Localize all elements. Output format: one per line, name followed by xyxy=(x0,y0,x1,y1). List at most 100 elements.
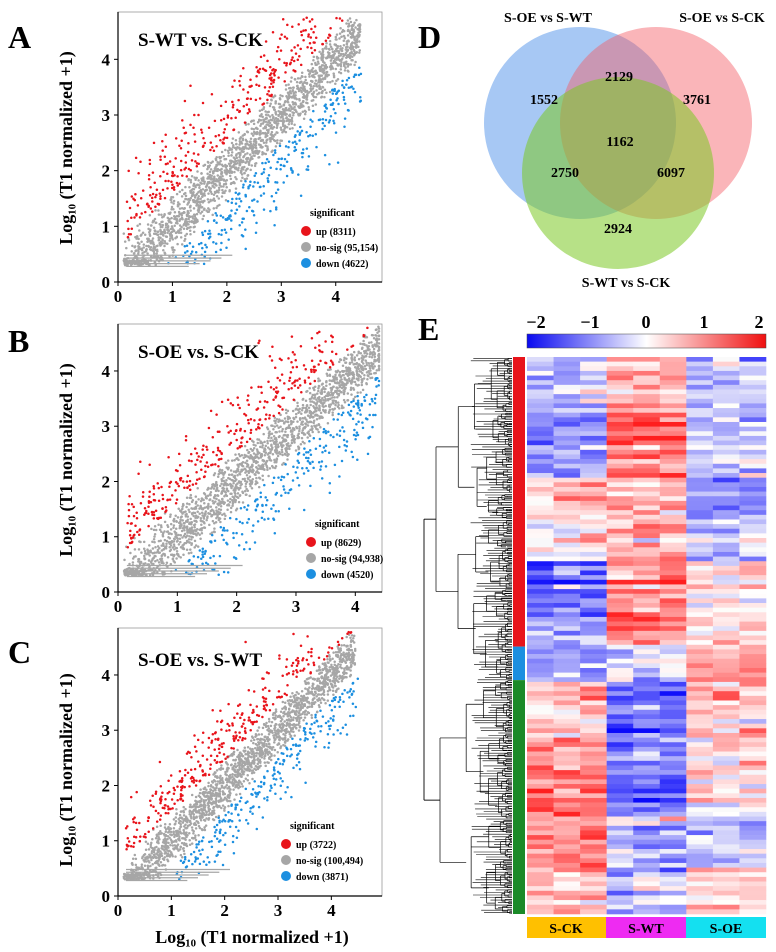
scatter-point xyxy=(264,120,268,123)
scatter-point xyxy=(255,221,258,225)
scatter-point xyxy=(230,141,234,145)
scatter-point xyxy=(267,160,271,163)
scatter-point xyxy=(255,428,258,431)
scatter-point xyxy=(287,83,290,86)
scatter-point xyxy=(265,459,269,463)
scatter-point xyxy=(123,240,127,243)
scatter-point xyxy=(206,494,210,498)
legend-swatch xyxy=(306,553,316,563)
scatter-point xyxy=(354,73,358,76)
scatter-point xyxy=(374,378,377,382)
scatter-point xyxy=(192,221,196,225)
scatter-point xyxy=(312,404,315,408)
scatter-point xyxy=(229,441,233,445)
scatter-point xyxy=(271,453,275,456)
scatter-point xyxy=(328,48,331,51)
scatter-point xyxy=(204,470,207,473)
scatter-point xyxy=(171,238,175,241)
scatter-point xyxy=(315,82,318,86)
scatter-point xyxy=(194,178,197,182)
scatter-point xyxy=(202,526,206,529)
scatter-point xyxy=(225,185,228,189)
scatter-point xyxy=(151,540,154,544)
scatter-point xyxy=(213,119,217,123)
scatter-point xyxy=(214,158,218,162)
scatter-point xyxy=(148,214,152,217)
scatter-point xyxy=(149,185,152,189)
scatter-point xyxy=(149,241,153,245)
scatter-point xyxy=(141,495,145,498)
scatter-point xyxy=(318,87,321,90)
scatter-point xyxy=(324,397,327,401)
scatter-point xyxy=(278,144,282,148)
scatter-point xyxy=(312,95,316,99)
scatter-point xyxy=(223,517,227,521)
scatter-point xyxy=(279,126,283,129)
scatter-point xyxy=(249,97,253,101)
scatter-point xyxy=(161,223,165,227)
scatter-point xyxy=(255,126,258,130)
scatter-point xyxy=(343,378,346,381)
scatter-point xyxy=(255,83,258,87)
scatter-point xyxy=(200,532,204,535)
scatter-point xyxy=(172,188,176,191)
scatter-point xyxy=(299,125,302,129)
scatter-point xyxy=(254,461,258,465)
scatter-point xyxy=(183,245,187,248)
scatter-point xyxy=(147,524,150,528)
scatter-point xyxy=(163,520,167,524)
scatter-point xyxy=(297,484,301,487)
scatter-point xyxy=(302,364,306,367)
scatter-point xyxy=(244,228,247,231)
scatter-point xyxy=(138,540,141,543)
scatter-point xyxy=(246,489,250,493)
scatter-point xyxy=(200,241,203,245)
scatter-point xyxy=(159,175,162,178)
scatter-point xyxy=(310,359,314,362)
scatter-point xyxy=(134,524,137,527)
scatter-point xyxy=(273,133,277,136)
scatter-point xyxy=(350,382,353,385)
scatter-point xyxy=(356,412,359,415)
scatter-point xyxy=(158,528,162,531)
scatter-point xyxy=(238,197,241,201)
scatter-point xyxy=(238,493,242,497)
scatter-point xyxy=(204,561,208,565)
scatter-point xyxy=(280,448,284,451)
scatter-point xyxy=(330,89,334,92)
scatter-point xyxy=(350,345,353,348)
scatter-point xyxy=(189,493,193,497)
scatter-point xyxy=(139,460,142,464)
scatter-point xyxy=(274,510,278,513)
scatter-point xyxy=(196,486,199,490)
scatter-point xyxy=(308,90,311,94)
scatter-point xyxy=(281,444,284,447)
scatter-point xyxy=(189,548,192,551)
scatter-point xyxy=(361,372,364,375)
scatter-point xyxy=(250,164,254,167)
scatter-point xyxy=(224,100,228,104)
scatter-point xyxy=(352,388,356,391)
scatter-point xyxy=(152,528,156,532)
scatter-point xyxy=(300,390,303,394)
scatter-point xyxy=(171,196,175,199)
scatter-point xyxy=(200,557,203,560)
scatter-point xyxy=(287,426,290,429)
scatter-point xyxy=(346,45,349,49)
scatter-point xyxy=(209,161,213,165)
scatter-point xyxy=(177,210,181,214)
scatter-point xyxy=(276,454,280,458)
scatter-point xyxy=(193,176,196,179)
scatter-point xyxy=(373,355,377,358)
scatter-point xyxy=(243,479,247,483)
scatter-point xyxy=(278,379,282,382)
scatter-point xyxy=(199,499,203,503)
scatter-point xyxy=(244,142,247,146)
y-tick-label: 4 xyxy=(102,50,111,69)
scatter-point xyxy=(239,171,243,174)
scatter-point xyxy=(175,220,179,223)
scatter-point xyxy=(305,420,309,423)
scatter-point xyxy=(262,152,266,155)
scatter-point xyxy=(172,165,176,168)
scatter-point xyxy=(310,27,313,31)
